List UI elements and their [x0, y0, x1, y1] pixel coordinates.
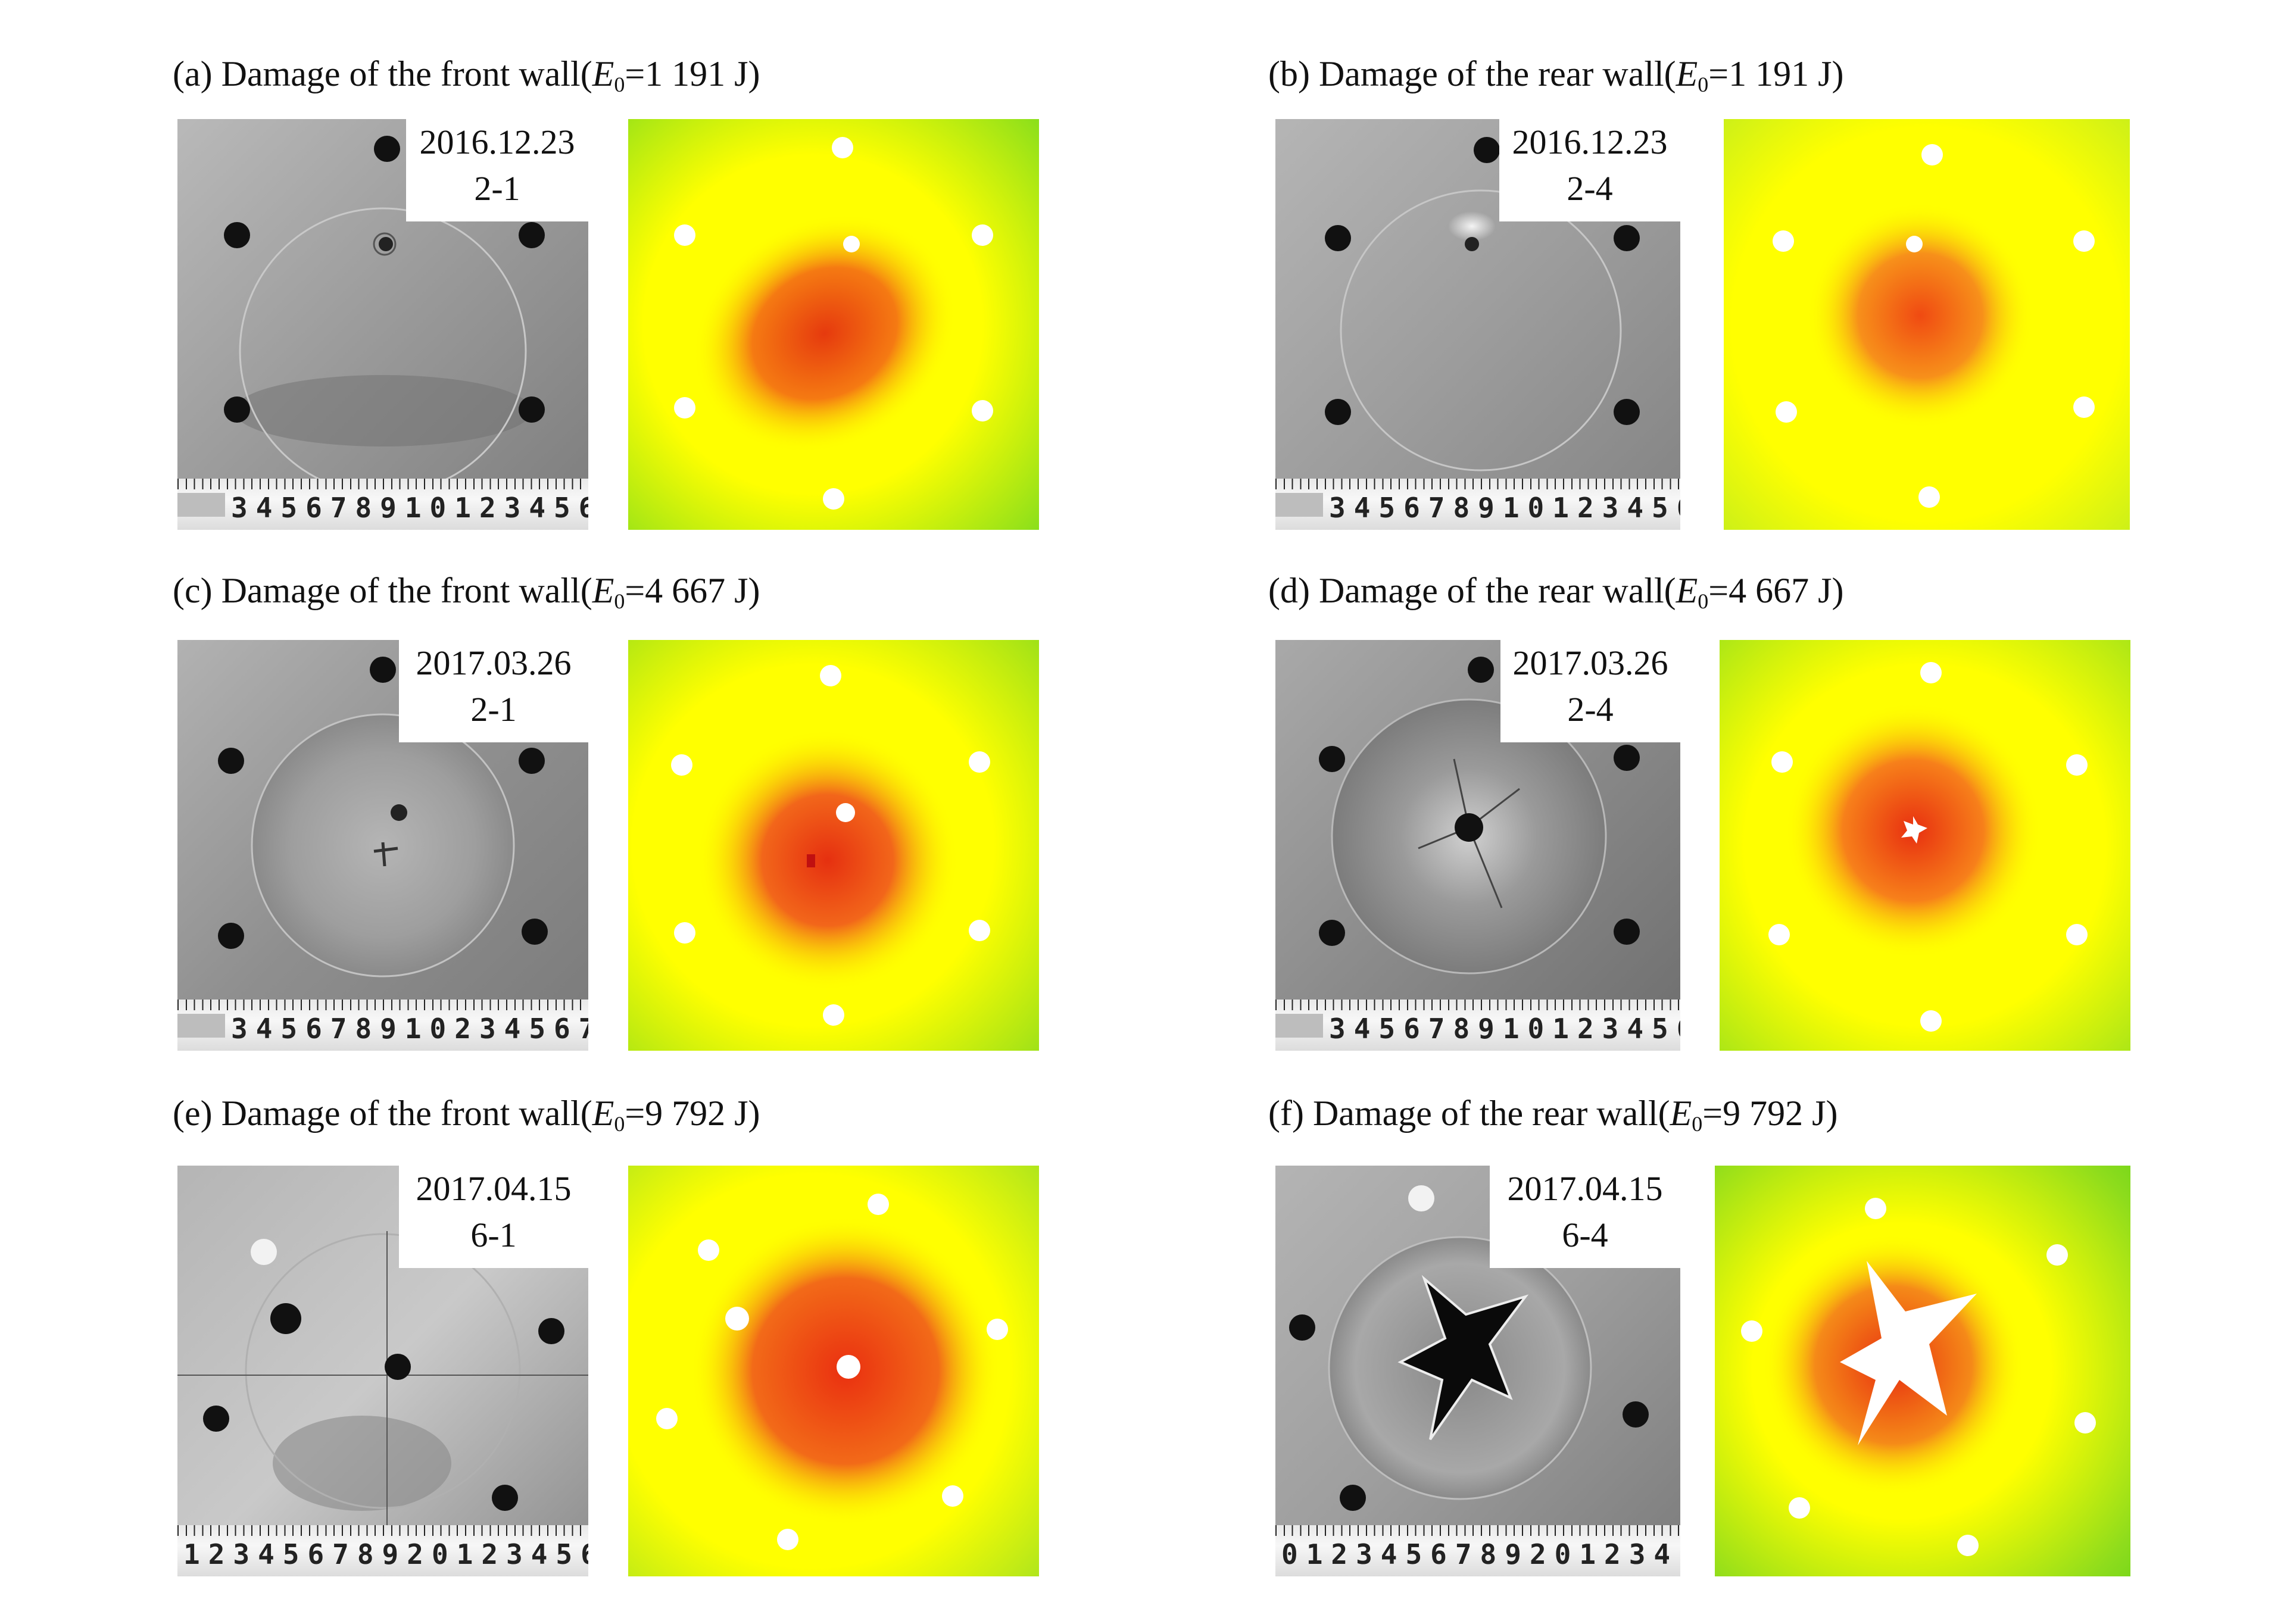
specimen-label: 2017.04.15 6-1 — [399, 1166, 588, 1268]
ruler-numbers: 012345678920123456 — [1281, 1538, 1680, 1570]
test-date: 2017.03.26 — [416, 644, 572, 682]
deformation-contour-map — [628, 1166, 1039, 1576]
specimen-id: 2-1 — [474, 169, 520, 208]
deformation-contour-map — [1724, 119, 2130, 530]
specimen-label: 2016.12.23 2-1 — [406, 119, 588, 221]
specimen-label: 2017.03.26 2-1 — [399, 640, 588, 742]
caption-c: (c) Damage of the front wall(E0=4 667 J) — [173, 571, 760, 613]
measuring-ruler: 3456789101234567 — [1275, 1000, 1680, 1051]
specimen-photo: 2017.04.15 6-1 1234567892012345678 — [177, 1166, 588, 1576]
measuring-ruler: 012345678920123456 — [1275, 1525, 1680, 1576]
specimen-photo: 2017.03.26 2-4 3456789101234567 — [1275, 640, 1680, 1051]
specimen-label: 2017.03.26 2-4 — [1500, 640, 1680, 742]
ruler-numbers: 1234567892012345678 — [183, 1538, 588, 1570]
specimen-label: 2017.04.15 6-4 — [1490, 1166, 1680, 1268]
specimen-photo: 2016.12.23 2-4 3456789101234567 — [1275, 119, 1680, 530]
specimen-id: 2-4 — [1567, 690, 1614, 729]
ruler-numbers: 3456789101234567 — [1329, 1013, 1680, 1045]
specimen-id: 2-4 — [1567, 169, 1613, 208]
test-date: 2016.12.23 — [419, 123, 575, 161]
caption-e: (e) Damage of the front wall(E0=9 792 J) — [173, 1094, 760, 1136]
caption-a: (a) Damage of the front wall(E0=1 191 J) — [173, 54, 760, 96]
ruler-numbers: 345678910234567 — [231, 1013, 588, 1045]
caption-d: (d) Damage of the rear wall(E0=4 667 J) — [1268, 571, 1844, 613]
ruler-numbers: 3456789101234567 — [1329, 492, 1680, 524]
specimen-photo: 2017.04.15 6-4 012345678920123456 — [1275, 1166, 1680, 1576]
measuring-ruler: 345678910234567 — [177, 1000, 588, 1051]
specimen-photo: 2016.12.23 2-1 345678910123456789 — [177, 119, 588, 530]
caption-b: (b) Damage of the rear wall(E0=1 191 J) — [1268, 54, 1844, 96]
deformation-contour-map — [1715, 1166, 2130, 1576]
measuring-ruler: 345678910123456789 — [177, 479, 588, 530]
specimen-photo: 2017.03.26 2-1 345678910234567 — [177, 640, 588, 1051]
test-date: 2017.03.26 — [1512, 644, 1668, 682]
caption-f: (f) Damage of the rear wall(E0=9 792 J) — [1268, 1094, 1838, 1136]
deformation-contour-map — [628, 119, 1039, 530]
deformation-contour-map — [628, 640, 1039, 1051]
ruler-numbers: 345678910123456789 — [231, 492, 588, 524]
measuring-ruler: 1234567892012345678 — [177, 1525, 588, 1576]
test-date: 2016.12.23 — [1512, 123, 1668, 161]
test-date: 2017.04.15 — [416, 1169, 572, 1208]
deformation-contour-map — [1720, 640, 2130, 1051]
specimen-id: 2-1 — [470, 690, 517, 729]
specimen-id: 6-1 — [470, 1216, 517, 1254]
specimen-id: 6-4 — [1562, 1216, 1608, 1254]
specimen-label: 2016.12.23 2-4 — [1499, 119, 1680, 221]
measuring-ruler: 3456789101234567 — [1275, 479, 1680, 530]
test-date: 2017.04.15 — [1507, 1169, 1663, 1208]
